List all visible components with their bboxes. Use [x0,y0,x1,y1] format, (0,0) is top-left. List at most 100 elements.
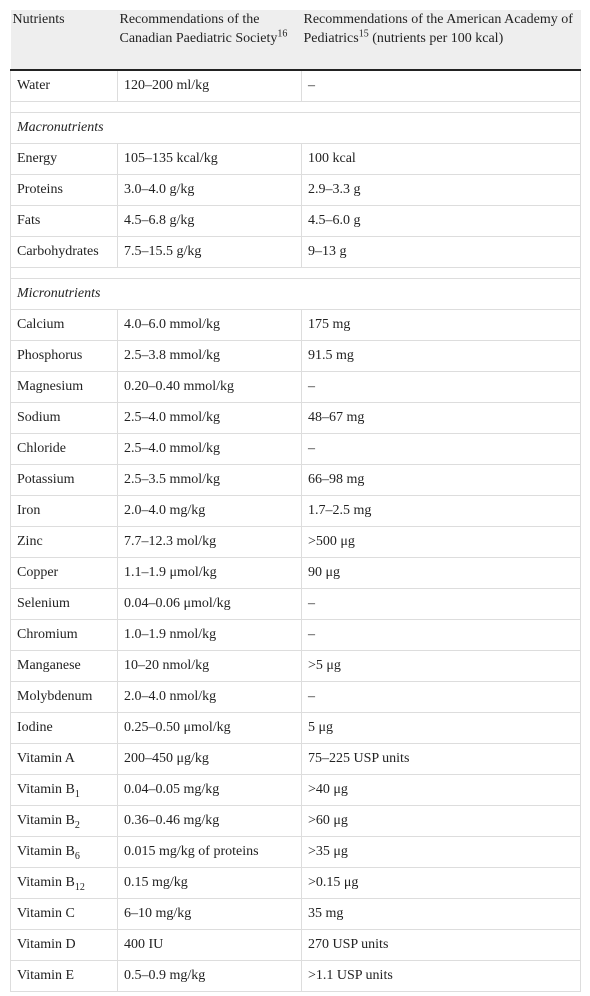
table-cell: Carbohydrates [10,236,118,268]
table-row: Sodium 2.5–4.0 mmol/kg 48–67 mg [10,402,581,434]
table-cell: 1.0–1.9 nmol/kg [117,619,302,651]
header-cell: Recommendations of the American Academy … [301,10,581,71]
table-cell: Fats [10,205,118,237]
table-cell: >40 μg [301,774,581,806]
table-cell: 4.5–6.8 g/kg [117,205,302,237]
table-row: Selenium 0.04–0.06 μmol/kg – [10,588,581,620]
table-cell: 120–200 ml/kg [117,69,302,102]
table-row: Phosphorus 2.5–3.8 mmol/kg 91.5 mg [10,340,581,372]
table-cell: 175 mg [301,309,581,341]
table-row: Energy 105–135 kcal/kg 100 kcal [10,143,581,175]
table-cell: Vitamin B12 [10,867,118,899]
table-cell: 270 USP units [301,929,581,961]
cell-text: Vitamin B [17,844,75,859]
table-cell: Chromium [10,619,118,651]
table-row: Carbohydrates 7.5–15.5 g/kg 9–13 g [10,236,581,268]
table-cell: Magnesium [10,371,118,403]
table-cell: >60 μg [301,805,581,837]
table-cell: 2.0–4.0 nmol/kg [117,681,302,713]
table-cell: 400 IU [117,929,302,961]
table-row: Fats 4.5–6.8 g/kg 4.5–6.0 g [10,205,581,237]
table-cell: 1.7–2.5 mg [301,495,581,527]
table-cell: Vitamin A [10,743,118,775]
table-row: Vitamin A 200–450 μg/kg 75–225 USP units [10,743,581,775]
table-cell: 2.5–3.8 mmol/kg [117,340,302,372]
table-cell: >0.15 μg [301,867,581,899]
table-cell: Selenium [10,588,118,620]
table-cell: 0.04–0.06 μmol/kg [117,588,302,620]
table-cell: >5 μg [301,650,581,682]
table-row: Vitamin B6 0.015 mg/kg of proteins >35 μg [10,836,581,868]
cell-text: Vitamin B [17,813,75,828]
table-cell: 90 μg [301,557,581,589]
subscript: 1 [74,788,80,800]
table-cell: 7.5–15.5 g/kg [117,236,302,268]
table-row: Vitamin B2 0.36–0.46 mg/kg >60 μg [10,805,581,837]
header-cell: Recommendations of the Canadian Paediatr… [117,10,302,71]
table-cell: Vitamin B1 [10,774,118,806]
table-cell: – [301,619,581,651]
table-cell: Iodine [10,712,118,744]
table-cell: 0.15 mg/kg [117,867,302,899]
table-cell: 0.015 mg/kg of proteins [117,836,302,868]
table-cell: Vitamin B2 [10,805,118,837]
table-cell: 2.5–3.5 mmol/kg [117,464,302,496]
table-cell: 0.5–0.9 mg/kg [117,960,302,992]
table-cell: >35 μg [301,836,581,868]
table-cell: 0.20–0.40 mmol/kg [117,371,302,403]
header-row: Nutrients Recommendations of the Canadian… [10,10,581,71]
table-cell: Molybdenum [10,681,118,713]
table-cell: 2.9–3.3 g [301,174,581,206]
cell-text: Vitamin B [17,782,75,797]
table-cell: 9–13 g [301,236,581,268]
section-cell: Micronutrients [10,278,581,310]
table-cell: >500 μg [301,526,581,558]
table-cell: 4.5–6.0 g [301,205,581,237]
table-cell: 48–67 mg [301,402,581,434]
table-row: Vitamin B1 0.04–0.05 mg/kg >40 μg [10,774,581,806]
table-cell: Proteins [10,174,118,206]
table-cell: Sodium [10,402,118,434]
table-cell: >1.1 USP units [301,960,581,992]
table-row: Calcium 4.0–6.0 mmol/kg 175 mg [10,309,581,341]
table-row: Zinc 7.7–12.3 mol/kg >500 μg [10,526,581,558]
table-cell: – [301,69,581,102]
subscript: 6 [74,850,80,862]
subscript: 2 [74,819,80,831]
table-cell: Iron [10,495,118,527]
superscript: 16 [277,28,288,40]
table-cell: Calcium [10,309,118,341]
table-row: Copper 1.1–1.9 μmol/kg 90 μg [10,557,581,589]
table-cell: 200–450 μg/kg [117,743,302,775]
superscript: 15 [358,28,369,40]
table-row: Molybdenum 2.0–4.0 nmol/kg – [10,681,581,713]
spacer-row [10,101,581,113]
section-cell: Macronutrients [10,112,581,144]
table-row: Magnesium 0.20–0.40 mmol/kg – [10,371,581,403]
table-cell: 66–98 mg [301,464,581,496]
cell-text: Recommendations of the American Academy … [303,12,573,46]
table-cell: Vitamin C [10,898,118,930]
table-body: Water 120–200 ml/kg – Macronutrients Energy 1… [10,69,581,992]
table-cell: 35 mg [301,898,581,930]
table-cell: Manganese [10,650,118,682]
table-cell: 0.04–0.05 mg/kg [117,774,302,806]
table-cell: – [301,371,581,403]
table-row: Vitamin D 400 IU 270 USP units [10,929,581,961]
table-cell: Water [10,69,118,102]
table-cell: Energy [10,143,118,175]
table-cell: Potassium [10,464,118,496]
table-cell: 105–135 kcal/kg [117,143,302,175]
table-cell: 1.1–1.9 μmol/kg [117,557,302,589]
header-cell: Nutrients [10,10,118,71]
table-cell: Copper [10,557,118,589]
section-row: Micronutrients [10,278,581,310]
table-cell: 6–10 mg/kg [117,898,302,930]
table-cell: 10–20 nmol/kg [117,650,302,682]
table-row: Chromium 1.0–1.9 nmol/kg – [10,619,581,651]
table-row: Potassium 2.5–3.5 mmol/kg 66–98 mg [10,464,581,496]
table-cell: 4.0–6.0 mmol/kg [117,309,302,341]
table-row: Chloride 2.5–4.0 mmol/kg – [10,433,581,465]
table-row: Water 120–200 ml/kg – [10,69,581,102]
